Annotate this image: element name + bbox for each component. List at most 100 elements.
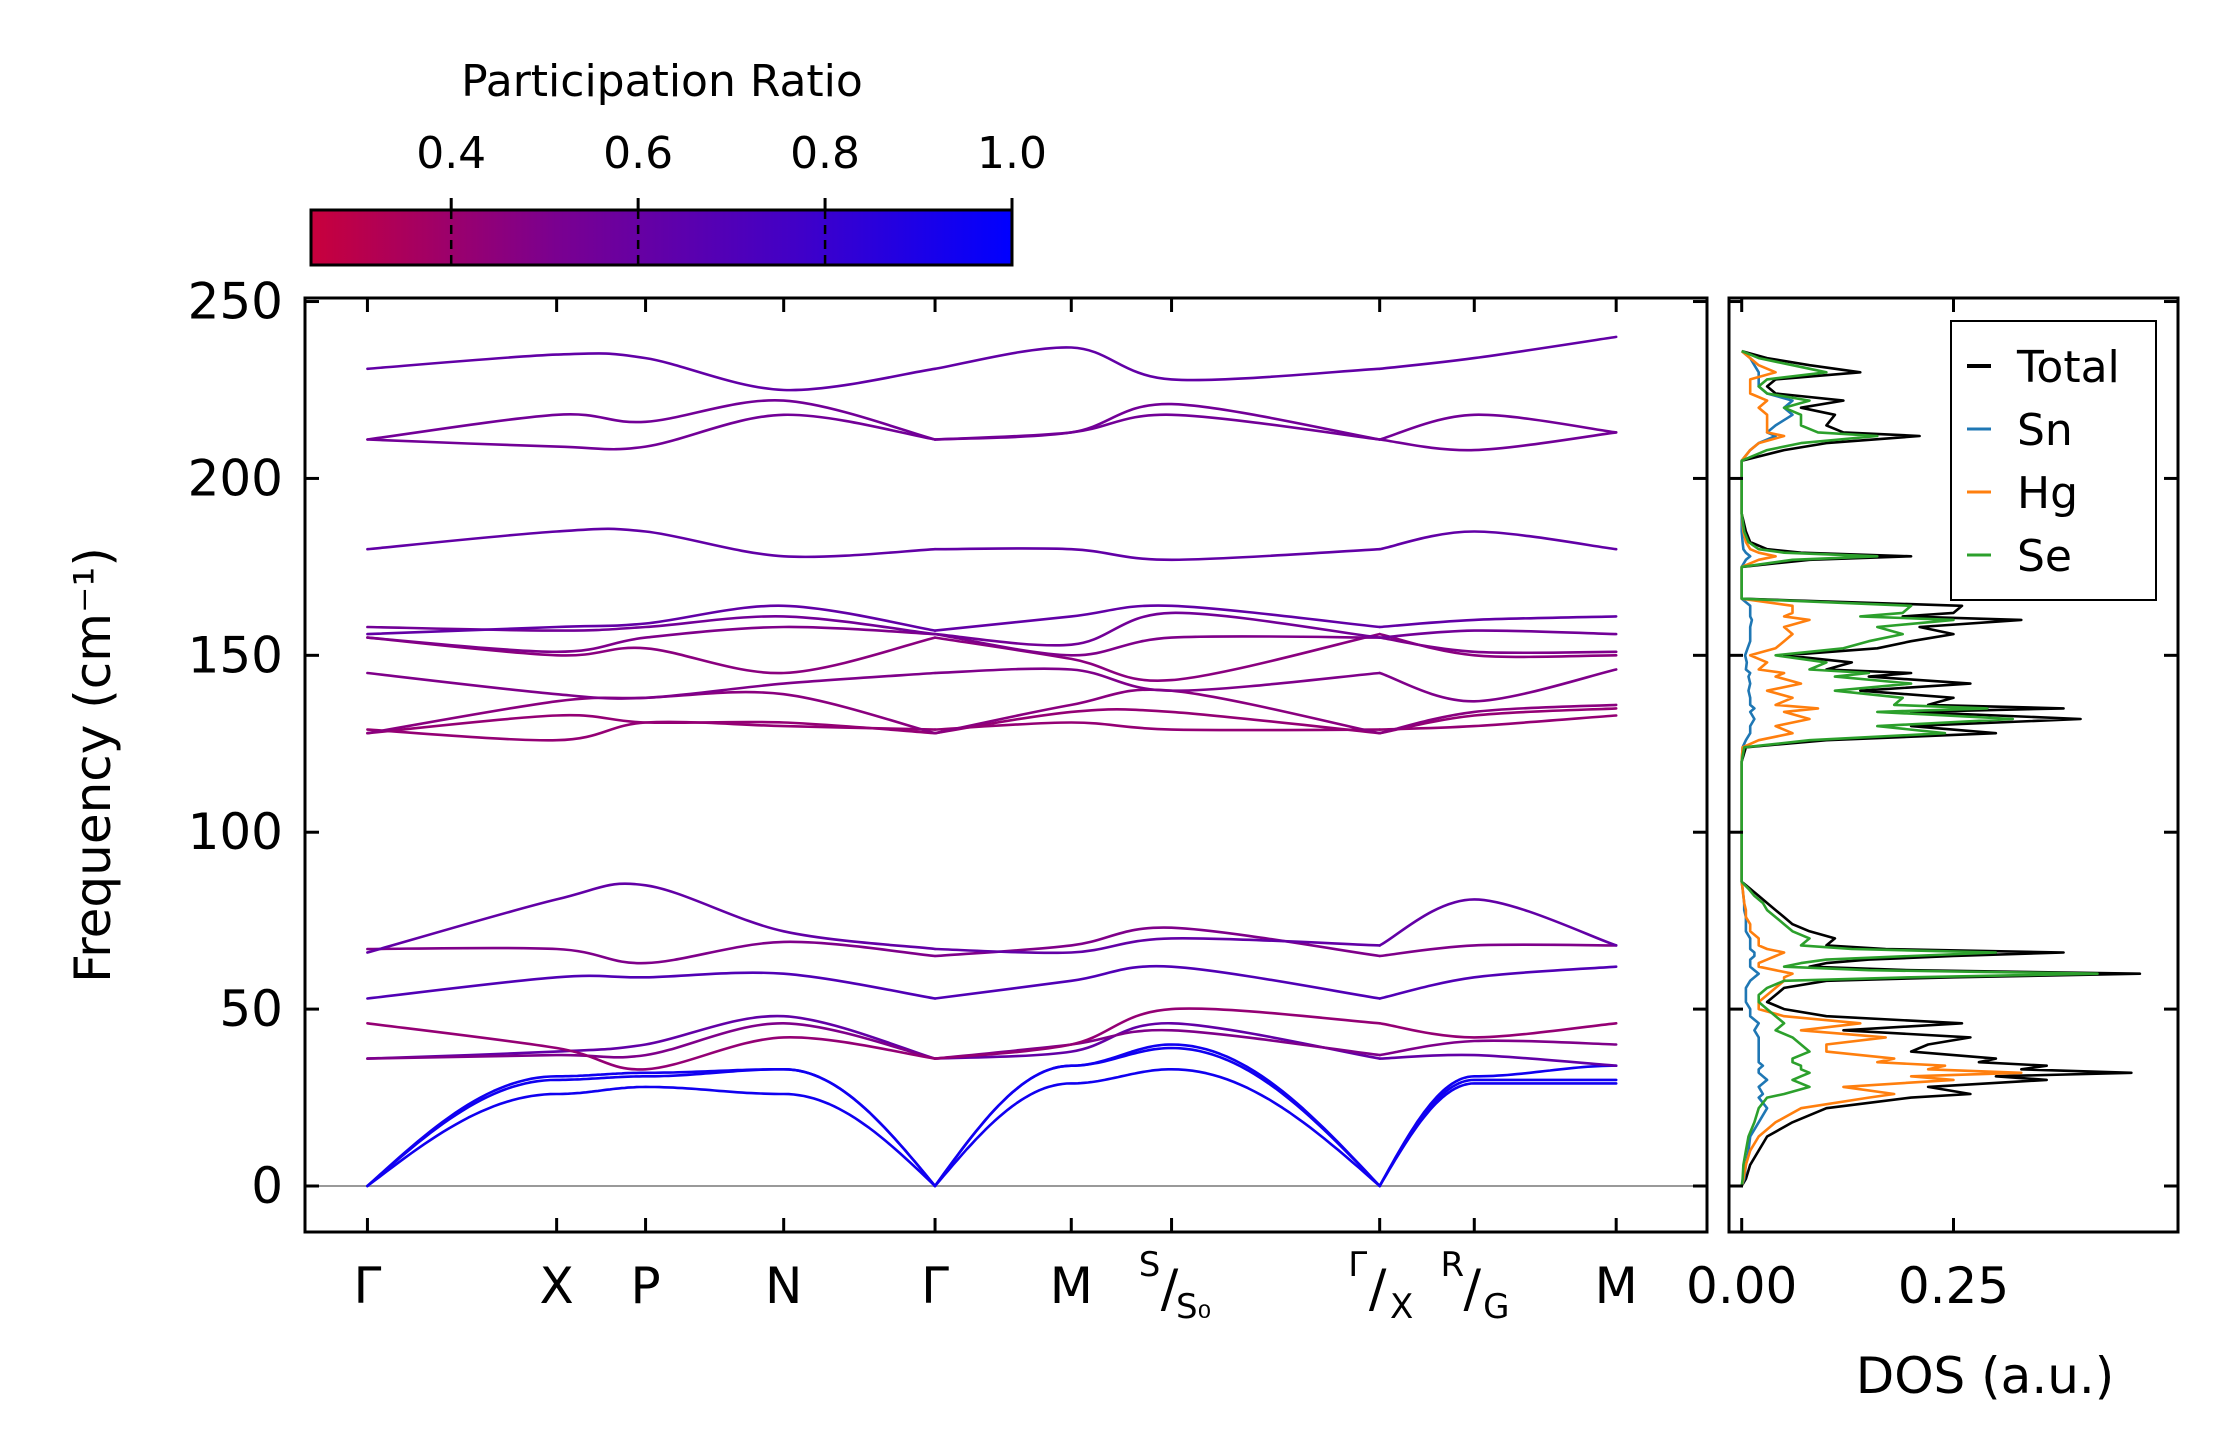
phonon-band-2-segment-0 bbox=[366, 1068, 937, 1188]
kpath-axis-ticks: Γ X P N Γ M S/S₀Γ / XR / G M bbox=[354, 298, 1638, 1327]
phonon-band-12-segment-1 bbox=[933, 667, 1381, 693]
dos-legend: Total Sn Hg Se bbox=[1950, 320, 2157, 601]
k-label-numerator-7: Γ bbox=[1348, 1245, 1367, 1285]
legend-label-sn: Sn bbox=[2017, 405, 2073, 456]
phonon-band-4-segment-0 bbox=[366, 1021, 937, 1060]
phonon-band-10-segment-0 bbox=[366, 713, 937, 735]
k-label-denominator-6: S₀ bbox=[1176, 1287, 1211, 1327]
k-label-4: Γ bbox=[921, 1257, 949, 1315]
phonon-band-9-segment-1 bbox=[933, 721, 1381, 732]
phonon-band-7-segment-0 bbox=[366, 940, 937, 965]
legend-label-se: Se bbox=[2017, 531, 2072, 582]
legend-label-hg: Hg bbox=[2017, 468, 2078, 519]
dos-curve-sn bbox=[1740, 350, 1794, 1187]
k-label-5: M bbox=[1050, 1257, 1093, 1315]
phonon-band-17-segment-1 bbox=[933, 547, 1381, 562]
phonon-bands bbox=[366, 335, 1618, 1188]
y-tick-label-200: 200 bbox=[188, 449, 283, 507]
phonon-band-20-segment-1 bbox=[933, 346, 1381, 382]
phonon-band-3-segment-1 bbox=[933, 1021, 1381, 1060]
phonon-band-6-segment-1 bbox=[933, 964, 1381, 1000]
phonon-band-0-segment-2 bbox=[1378, 1082, 1618, 1188]
dos-panel: 0.00 0.25 DOS (a.u.) Total Sn Hg Se bbox=[1686, 296, 2180, 1405]
phonon-band-16-segment-0 bbox=[366, 604, 937, 636]
dos-axis-label: DOS (a.u.) bbox=[1856, 1347, 2115, 1405]
colorbar-tick-label-2: 0.8 bbox=[790, 128, 860, 179]
phonon-band-13-segment-2 bbox=[1378, 632, 1618, 659]
k-label-9: M bbox=[1595, 1257, 1638, 1315]
phonon-band-18-segment-2 bbox=[1378, 431, 1618, 452]
y-tick-label-250: 250 bbox=[188, 273, 283, 331]
dos-axis-ticks bbox=[1729, 300, 2178, 1188]
phonon-band-19-segment-1 bbox=[933, 402, 1381, 441]
k-label-6: S/S₀ bbox=[1139, 1245, 1211, 1327]
phonon-band-12-segment-0 bbox=[366, 671, 937, 700]
k-label-denominator-8: G bbox=[1483, 1287, 1509, 1327]
phonon-band-17-segment-0 bbox=[366, 527, 937, 559]
phonon-band-10-segment-1 bbox=[933, 707, 1381, 735]
frequency-axis-label: Frequency (cm⁻¹) bbox=[64, 547, 122, 983]
phonon-band-8-segment-2 bbox=[1378, 898, 1618, 947]
legend-label-total: Total bbox=[2016, 342, 2120, 393]
phonon-band-6-segment-2 bbox=[1378, 965, 1618, 1000]
phonon-band-1-segment-2 bbox=[1378, 1078, 1618, 1188]
phonon-band-19-segment-2 bbox=[1378, 413, 1618, 441]
phonon-band-15-segment-1 bbox=[933, 611, 1381, 647]
phonon-band-20-segment-0 bbox=[366, 352, 937, 392]
colorbar: Participation Ratio 0.4 0.6 0.8 1.0 bbox=[309, 56, 1047, 267]
phonon-band-3-segment-0 bbox=[366, 1014, 937, 1060]
phonon-band-12-segment-2 bbox=[1378, 668, 1618, 703]
phonon-band-7-segment-2 bbox=[1378, 943, 1618, 958]
dos-curve-se bbox=[1740, 349, 2099, 1187]
phonon-band-19-segment-0 bbox=[366, 399, 937, 441]
phonon-band-6-segment-0 bbox=[366, 971, 937, 1000]
k-label-slash-6: / bbox=[1161, 1259, 1179, 1319]
phonon-band-5-segment-2 bbox=[1378, 1022, 1618, 1039]
k-label-0: Γ bbox=[354, 1257, 382, 1315]
k-label-1: X bbox=[540, 1257, 574, 1315]
band-axes-frame bbox=[303, 296, 1709, 1234]
phonon-band-2-segment-2 bbox=[1378, 1064, 1618, 1188]
phonon-band-14-segment-0 bbox=[366, 625, 937, 654]
dos-curves bbox=[1740, 349, 2142, 1187]
phonon-band-4-segment-2 bbox=[1378, 1039, 1618, 1057]
k-label-numerator-6: S bbox=[1139, 1245, 1161, 1285]
phonon-band-8-segment-1 bbox=[933, 936, 1381, 955]
k-label-slash-7: / bbox=[1369, 1259, 1387, 1319]
k-label-7: Γ / X bbox=[1348, 1245, 1413, 1327]
phonon-band-15-segment-2 bbox=[1378, 629, 1618, 639]
colorbar-ticks: 0.4 0.6 0.8 1.0 bbox=[416, 128, 1047, 265]
phonon-band-0-segment-1 bbox=[933, 1068, 1381, 1188]
dos-x-ticks: 0.00 0.25 bbox=[1686, 298, 2009, 1315]
k-label-slash-8: / bbox=[1464, 1259, 1482, 1319]
colorbar-tick-label-3: 1.0 bbox=[977, 128, 1047, 179]
dos-x-tick-label-0: 0.00 bbox=[1686, 1257, 1797, 1315]
phonon-band-1-segment-0 bbox=[366, 1085, 937, 1188]
phonon-band-14-segment-2 bbox=[1378, 636, 1618, 655]
colorbar-tick-label-1: 0.6 bbox=[603, 128, 673, 179]
phonon-band-5-segment-1 bbox=[933, 1007, 1381, 1060]
phonon-band-20-segment-2 bbox=[1378, 335, 1618, 371]
phonon-band-14-segment-1 bbox=[933, 632, 1381, 657]
phonon-band-13-segment-0 bbox=[366, 636, 937, 675]
phonon-band-8-segment-0 bbox=[366, 882, 937, 954]
phonon-band-5-segment-0 bbox=[366, 1022, 937, 1071]
dos-x-tick-label-1: 0.25 bbox=[1898, 1257, 2009, 1315]
phonon-band-17-segment-2 bbox=[1378, 530, 1618, 551]
phonon-band-16-segment-2 bbox=[1378, 615, 1618, 629]
phonon-band-16-segment-1 bbox=[933, 604, 1381, 632]
frequency-axis-ticks: 0 50 100 150 200 250 bbox=[188, 273, 1707, 1215]
colorbar-gradient bbox=[309, 208, 1014, 267]
colorbar-tick-label-0: 0.4 bbox=[416, 128, 486, 179]
k-label-denominator-7: X bbox=[1390, 1287, 1413, 1327]
k-label-2: P bbox=[630, 1257, 660, 1315]
phonon-band-11-segment-2 bbox=[1378, 703, 1618, 735]
y-tick-label-50: 50 bbox=[219, 980, 283, 1038]
phonon-band-2-segment-1 bbox=[933, 1043, 1381, 1188]
phonon-band-18-segment-0 bbox=[366, 413, 937, 451]
k-label-numerator-8: R bbox=[1440, 1245, 1464, 1285]
y-tick-label-100: 100 bbox=[188, 803, 283, 861]
k-label-3: N bbox=[765, 1257, 802, 1315]
